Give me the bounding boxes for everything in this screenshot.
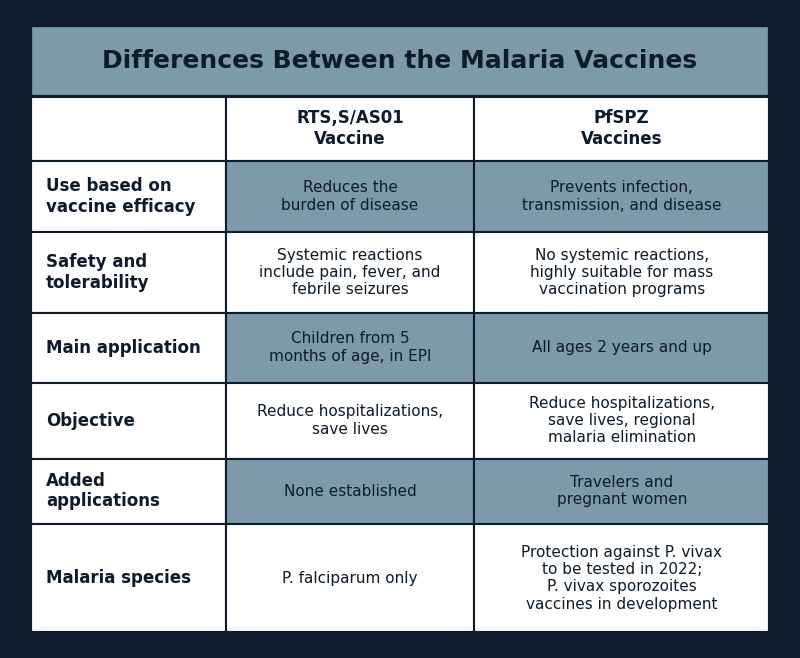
Text: Reduce hospitalizations,
save lives, regional
malaria elimination: Reduce hospitalizations, save lives, reg… (529, 395, 715, 445)
Bar (474, 97, 770, 161)
Bar (226, 232, 474, 313)
Text: Reduce hospitalizations,
save lives: Reduce hospitalizations, save lives (257, 404, 443, 437)
Bar (474, 524, 770, 633)
Text: Malaria species: Malaria species (46, 569, 191, 588)
Text: Differences Between the Malaria Vaccines: Differences Between the Malaria Vaccines (102, 49, 698, 73)
Text: Reduces the
burden of disease: Reduces the burden of disease (282, 180, 418, 213)
Bar (474, 459, 770, 524)
Text: P. falciparum only: P. falciparum only (282, 570, 418, 586)
Text: No systemic reactions,
highly suitable for mass
vaccination programs: No systemic reactions, highly suitable f… (530, 247, 714, 297)
Bar (226, 382, 474, 459)
Bar (226, 161, 474, 232)
Text: Safety and
tolerability: Safety and tolerability (46, 253, 150, 292)
Text: Prevents infection,
transmission, and disease: Prevents infection, transmission, and di… (522, 180, 722, 213)
Bar (30, 459, 226, 524)
Text: PfSPZ
Vaccines: PfSPZ Vaccines (581, 109, 662, 148)
Text: Children from 5
months of age, in EPI: Children from 5 months of age, in EPI (269, 332, 431, 364)
Bar (30, 161, 226, 232)
Bar (474, 232, 770, 313)
Text: Main application: Main application (46, 339, 201, 357)
Bar (474, 313, 770, 382)
Bar (30, 524, 226, 633)
Text: Protection against P. vivax
to be tested in 2022;
P. vivax sporozoites
vaccines : Protection against P. vivax to be tested… (522, 545, 722, 612)
Bar (226, 313, 474, 382)
Text: Systemic reactions
include pain, fever, and
febrile seizures: Systemic reactions include pain, fever, … (259, 247, 441, 297)
Text: Added
applications: Added applications (46, 472, 160, 511)
Bar (30, 382, 226, 459)
Bar (474, 382, 770, 459)
Text: Travelers and
pregnant women: Travelers and pregnant women (557, 475, 687, 507)
Bar (30, 232, 226, 313)
Bar (30, 97, 226, 161)
Bar (474, 161, 770, 232)
Bar (226, 524, 474, 633)
Text: Use based on
vaccine efficacy: Use based on vaccine efficacy (46, 177, 195, 216)
Bar (226, 97, 474, 161)
Text: All ages 2 years and up: All ages 2 years and up (532, 340, 712, 355)
Text: Objective: Objective (46, 411, 135, 430)
Text: RTS,S/AS01
Vaccine: RTS,S/AS01 Vaccine (296, 109, 404, 148)
Bar (30, 313, 226, 382)
Text: None established: None established (284, 484, 417, 499)
Bar (226, 459, 474, 524)
Bar (30, 25, 770, 97)
